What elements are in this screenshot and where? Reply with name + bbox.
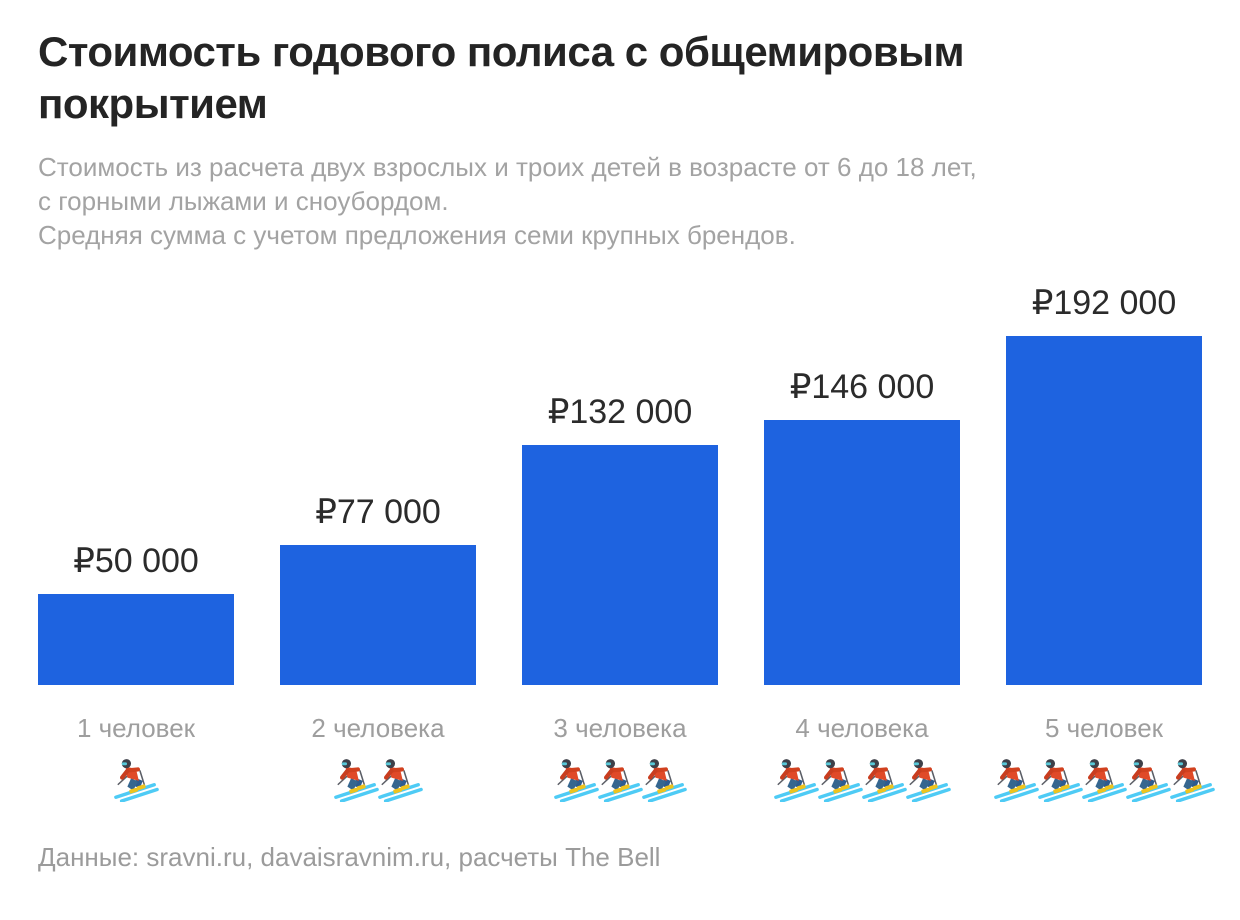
skier-icon [1126, 758, 1171, 802]
skier-row [994, 752, 1215, 802]
skier-row [764, 752, 960, 802]
bar-group: ₽146 000 4 человека [764, 281, 960, 802]
bar-value-label: ₽192 000 [1031, 283, 1177, 322]
bar-group: ₽77 000 2 человека [280, 281, 476, 802]
skier-row [522, 752, 718, 802]
skier-icon [1038, 758, 1083, 802]
skier-icon [334, 758, 379, 802]
bar-group: ₽192 000 5 человек [994, 281, 1215, 802]
skier-row [38, 752, 234, 802]
chart-subtitle-line: с горными лыжами и сноубордом. [38, 186, 449, 217]
bar [522, 444, 718, 685]
skier-icon [1082, 758, 1127, 802]
bar [764, 419, 960, 685]
skier-row [280, 752, 476, 802]
bar-group: ₽132 000 3 человека [522, 281, 718, 802]
bar-value-label: ₽50 000 [73, 541, 199, 580]
skier-icon [642, 758, 687, 802]
skier-icon [862, 758, 907, 802]
bar-area: ₽50 000 [38, 281, 234, 685]
chart-subtitle-line: Средняя сумма с учетом предложения семи … [38, 219, 796, 250]
bar-value-label: ₽77 000 [315, 492, 441, 531]
bar [1006, 335, 1202, 685]
skier-icon [378, 758, 423, 802]
bar-area: ₽77 000 [280, 281, 476, 685]
bar-group: ₽50 000 1 человек [38, 281, 234, 802]
chart-subtitle: Стоимость из расчета двух взрослых и тро… [38, 151, 1202, 252]
bar [38, 593, 234, 685]
bar-category-label: 5 человек [1044, 712, 1164, 743]
bar-value-label: ₽132 000 [547, 392, 693, 431]
bar [280, 544, 476, 685]
skier-icon [906, 758, 951, 802]
bar-category-label: 4 человека [795, 712, 929, 743]
skier-icon [598, 758, 643, 802]
bar-category-label: 3 человека [553, 712, 687, 743]
bar-area: ₽192 000 [1006, 281, 1202, 685]
bar-area: ₽132 000 [522, 281, 718, 685]
source-note: Данные: sravni.ru, davaisravnim.ru, расч… [38, 841, 661, 872]
skier-icon [554, 758, 599, 802]
skier-icon [774, 758, 819, 802]
bar-value-label: ₽146 000 [789, 367, 935, 406]
skier-icon [114, 758, 159, 802]
chart-subtitle-line: Стоимость из расчета двух взрослых и тро… [38, 152, 977, 183]
skier-icon [1170, 758, 1215, 802]
chart-title: Стоимость годового полиса с общемировым … [38, 28, 965, 127]
bar-area: ₽146 000 [764, 281, 960, 685]
bar-chart: ₽50 000 1 человек ₽77 000 2 человека [38, 281, 1215, 802]
skier-icon [818, 758, 863, 802]
bar-category-label: 1 человек [76, 712, 196, 743]
bar-category-label: 2 человека [311, 712, 445, 743]
skier-icon [994, 758, 1039, 802]
